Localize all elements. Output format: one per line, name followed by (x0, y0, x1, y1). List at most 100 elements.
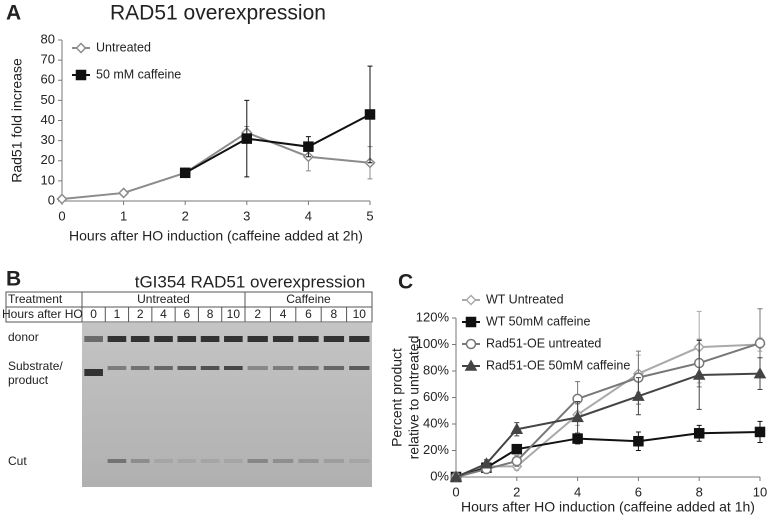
band (107, 366, 127, 370)
x-tick-label: 6 (635, 484, 642, 499)
panel-letter: C (398, 271, 413, 294)
point (118, 187, 130, 199)
x-tick-label: 3 (243, 208, 250, 223)
band (349, 459, 370, 463)
y-axis-label: relative to untreated (406, 336, 422, 460)
band (298, 366, 319, 370)
band (323, 366, 345, 370)
legend-label: WT Untreated (486, 292, 564, 306)
band-label: Cut (8, 454, 27, 468)
x-tick-label: 0 (452, 484, 459, 499)
y-tick-label: 40% (423, 415, 449, 430)
lane-label: 10 (227, 307, 241, 321)
x-axis-label: Hours after HO induction (caffeine added… (69, 228, 363, 244)
band (200, 459, 220, 463)
lane-label: 2 (254, 307, 261, 321)
lane-label: 10 (353, 307, 367, 321)
legend-label: Rad51-OE untreated (486, 336, 601, 350)
legend-label: Untreated (96, 40, 151, 54)
band (130, 366, 150, 370)
y-tick-label: 60% (423, 389, 449, 404)
x-tick-label: 2 (182, 208, 189, 223)
y-tick-label: 20% (423, 442, 449, 457)
band (107, 336, 127, 342)
band (200, 336, 220, 342)
band (224, 459, 243, 463)
band (349, 336, 370, 342)
y-tick-label: 80 (41, 31, 55, 46)
y-tick-label: 0% (430, 468, 449, 483)
legend-label: 50 mM caffeine (96, 67, 181, 81)
point (753, 367, 767, 379)
lane-label: 8 (331, 307, 338, 321)
y-tick-label: 40 (41, 112, 55, 127)
y-tick-label: 0 (48, 192, 55, 207)
band (154, 336, 173, 342)
band (200, 366, 220, 370)
point (571, 410, 584, 423)
point (449, 470, 463, 482)
point (56, 193, 68, 205)
y-axis-label: Rad51 fold increase (9, 58, 25, 183)
band (224, 366, 243, 370)
point (633, 435, 644, 447)
legend-marker (75, 69, 87, 81)
band (107, 459, 127, 463)
row-label: Treatment (8, 292, 63, 306)
band (272, 336, 294, 342)
series-line (61, 131, 371, 200)
band (272, 366, 294, 370)
gel-title: tGI354 RAD51 overexpression (135, 272, 366, 291)
point (480, 457, 493, 469)
point (754, 337, 766, 349)
band (84, 336, 103, 342)
y-axis-label: Percent product (389, 348, 405, 447)
band (130, 459, 150, 463)
legend-marker (464, 359, 478, 371)
x-tick-label: 4 (305, 208, 312, 223)
band (298, 336, 319, 342)
y-tick-label: 30 (41, 132, 55, 147)
band (323, 459, 345, 463)
band (247, 336, 268, 342)
band (154, 459, 173, 463)
x-axis-label: Hours after HO induction (caffeine added… (461, 499, 755, 515)
series-line (455, 430, 761, 478)
y-tick-label: 70 (41, 52, 55, 67)
group-label: Caffeine (286, 292, 331, 306)
x-tick-label: 1 (120, 208, 127, 223)
point (511, 455, 523, 467)
band (177, 336, 197, 342)
series-line (184, 113, 371, 174)
band (349, 366, 370, 370)
band (130, 336, 150, 342)
x-tick-label: 2 (513, 484, 520, 499)
y-tick-label: 100% (416, 336, 450, 351)
y-tick-label: 120% (416, 309, 450, 324)
lane-label: 4 (280, 307, 287, 321)
band (272, 459, 294, 463)
group-label: Untreated (137, 292, 190, 306)
band (298, 459, 319, 463)
lane-label: 4 (160, 307, 167, 321)
point (693, 428, 705, 439)
band-label: Substrate/ (8, 359, 63, 373)
legend-marker (465, 338, 477, 350)
x-tick-label: 0 (58, 208, 65, 223)
band (224, 336, 243, 342)
lane-label: 1 (114, 307, 121, 321)
gel-image (82, 323, 372, 487)
y-tick-label: 60 (41, 72, 55, 87)
y-tick-label: 50 (41, 92, 55, 107)
x-tick-label: 8 (696, 484, 703, 499)
band (177, 366, 197, 370)
lane-label: 6 (183, 307, 190, 321)
point (511, 443, 523, 455)
point (692, 368, 706, 380)
band (247, 366, 268, 370)
legend-label: Rad51-OE 50mM caffeine (486, 358, 630, 372)
lane-label: 8 (207, 307, 214, 321)
legend-label: WT 50mM caffeine (486, 314, 590, 328)
y-tick-label: 20 (41, 152, 55, 167)
